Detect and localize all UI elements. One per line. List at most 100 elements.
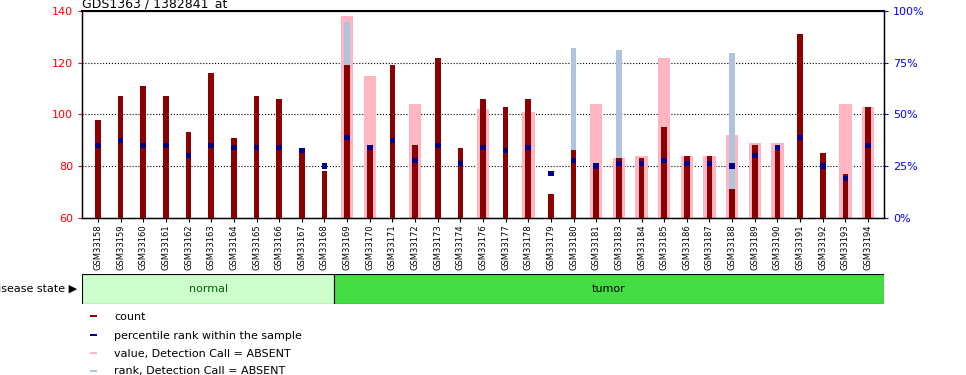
Bar: [322, 164, 327, 168]
Bar: [639, 161, 644, 166]
Bar: [729, 53, 735, 217]
Bar: [526, 146, 531, 150]
Bar: [458, 161, 463, 166]
Bar: [185, 132, 191, 218]
Bar: [522, 112, 534, 218]
Bar: [526, 99, 531, 218]
Bar: [412, 146, 418, 218]
Bar: [334, 274, 884, 304]
Bar: [140, 86, 146, 218]
Bar: [866, 143, 871, 148]
Bar: [90, 369, 98, 372]
Bar: [341, 16, 354, 217]
Bar: [729, 164, 735, 168]
Bar: [209, 73, 214, 217]
Bar: [571, 150, 577, 217]
Text: normal: normal: [188, 284, 228, 294]
Bar: [775, 146, 781, 218]
Bar: [612, 158, 625, 218]
Bar: [752, 146, 757, 218]
Bar: [90, 352, 98, 354]
Bar: [435, 58, 440, 217]
Bar: [752, 153, 757, 158]
Bar: [593, 166, 599, 218]
Bar: [367, 146, 373, 218]
Bar: [276, 146, 282, 150]
Bar: [842, 174, 848, 217]
Bar: [749, 143, 761, 218]
Bar: [322, 171, 327, 217]
Bar: [118, 96, 124, 218]
Bar: [231, 146, 237, 150]
Bar: [707, 156, 712, 218]
Bar: [571, 48, 577, 217]
Bar: [163, 143, 169, 148]
Bar: [771, 143, 783, 218]
Bar: [480, 99, 486, 218]
Bar: [231, 138, 237, 218]
Bar: [118, 138, 124, 143]
Bar: [729, 189, 735, 217]
Bar: [435, 143, 440, 148]
Bar: [90, 315, 98, 317]
Bar: [363, 76, 376, 217]
Bar: [797, 135, 803, 140]
Bar: [616, 51, 622, 217]
Bar: [616, 158, 622, 218]
Text: count: count: [114, 312, 146, 322]
Bar: [95, 120, 100, 218]
Text: rank, Detection Call = ABSENT: rank, Detection Call = ABSENT: [114, 366, 285, 375]
Bar: [344, 21, 350, 217]
Bar: [820, 164, 826, 168]
Bar: [662, 127, 668, 218]
Bar: [298, 153, 304, 218]
Bar: [503, 148, 508, 153]
Bar: [775, 146, 781, 150]
Bar: [254, 96, 259, 218]
Bar: [458, 148, 463, 217]
Bar: [185, 153, 191, 158]
Bar: [616, 161, 622, 166]
Bar: [820, 153, 826, 218]
Bar: [571, 158, 577, 164]
Bar: [842, 176, 848, 182]
Bar: [140, 143, 146, 148]
Bar: [409, 104, 421, 218]
Bar: [480, 146, 486, 150]
Bar: [658, 58, 670, 217]
Bar: [276, 99, 282, 218]
Bar: [548, 194, 554, 217]
Bar: [548, 171, 554, 176]
Text: disease state ▶: disease state ▶: [0, 284, 77, 294]
Bar: [593, 164, 599, 168]
Bar: [90, 334, 98, 336]
Bar: [503, 106, 508, 218]
Bar: [389, 65, 395, 218]
Text: tumor: tumor: [592, 284, 626, 294]
Bar: [681, 156, 693, 218]
Bar: [95, 143, 100, 148]
Bar: [866, 106, 871, 218]
Bar: [684, 156, 690, 218]
Bar: [163, 96, 169, 218]
Bar: [662, 158, 668, 164]
Bar: [636, 156, 648, 218]
Bar: [703, 156, 716, 218]
Bar: [389, 138, 395, 143]
Bar: [590, 104, 603, 218]
Bar: [298, 148, 304, 153]
Text: percentile rank within the sample: percentile rank within the sample: [114, 331, 302, 341]
Bar: [344, 135, 350, 140]
Bar: [209, 143, 214, 148]
Bar: [725, 135, 738, 218]
Bar: [254, 146, 259, 150]
Bar: [862, 106, 874, 218]
Bar: [477, 109, 489, 217]
Bar: [797, 34, 803, 218]
Bar: [839, 104, 852, 218]
Text: GDS1363 / 1382841_at: GDS1363 / 1382841_at: [82, 0, 227, 10]
Bar: [412, 158, 418, 164]
Bar: [82, 274, 334, 304]
Bar: [344, 65, 350, 218]
Bar: [639, 158, 644, 218]
